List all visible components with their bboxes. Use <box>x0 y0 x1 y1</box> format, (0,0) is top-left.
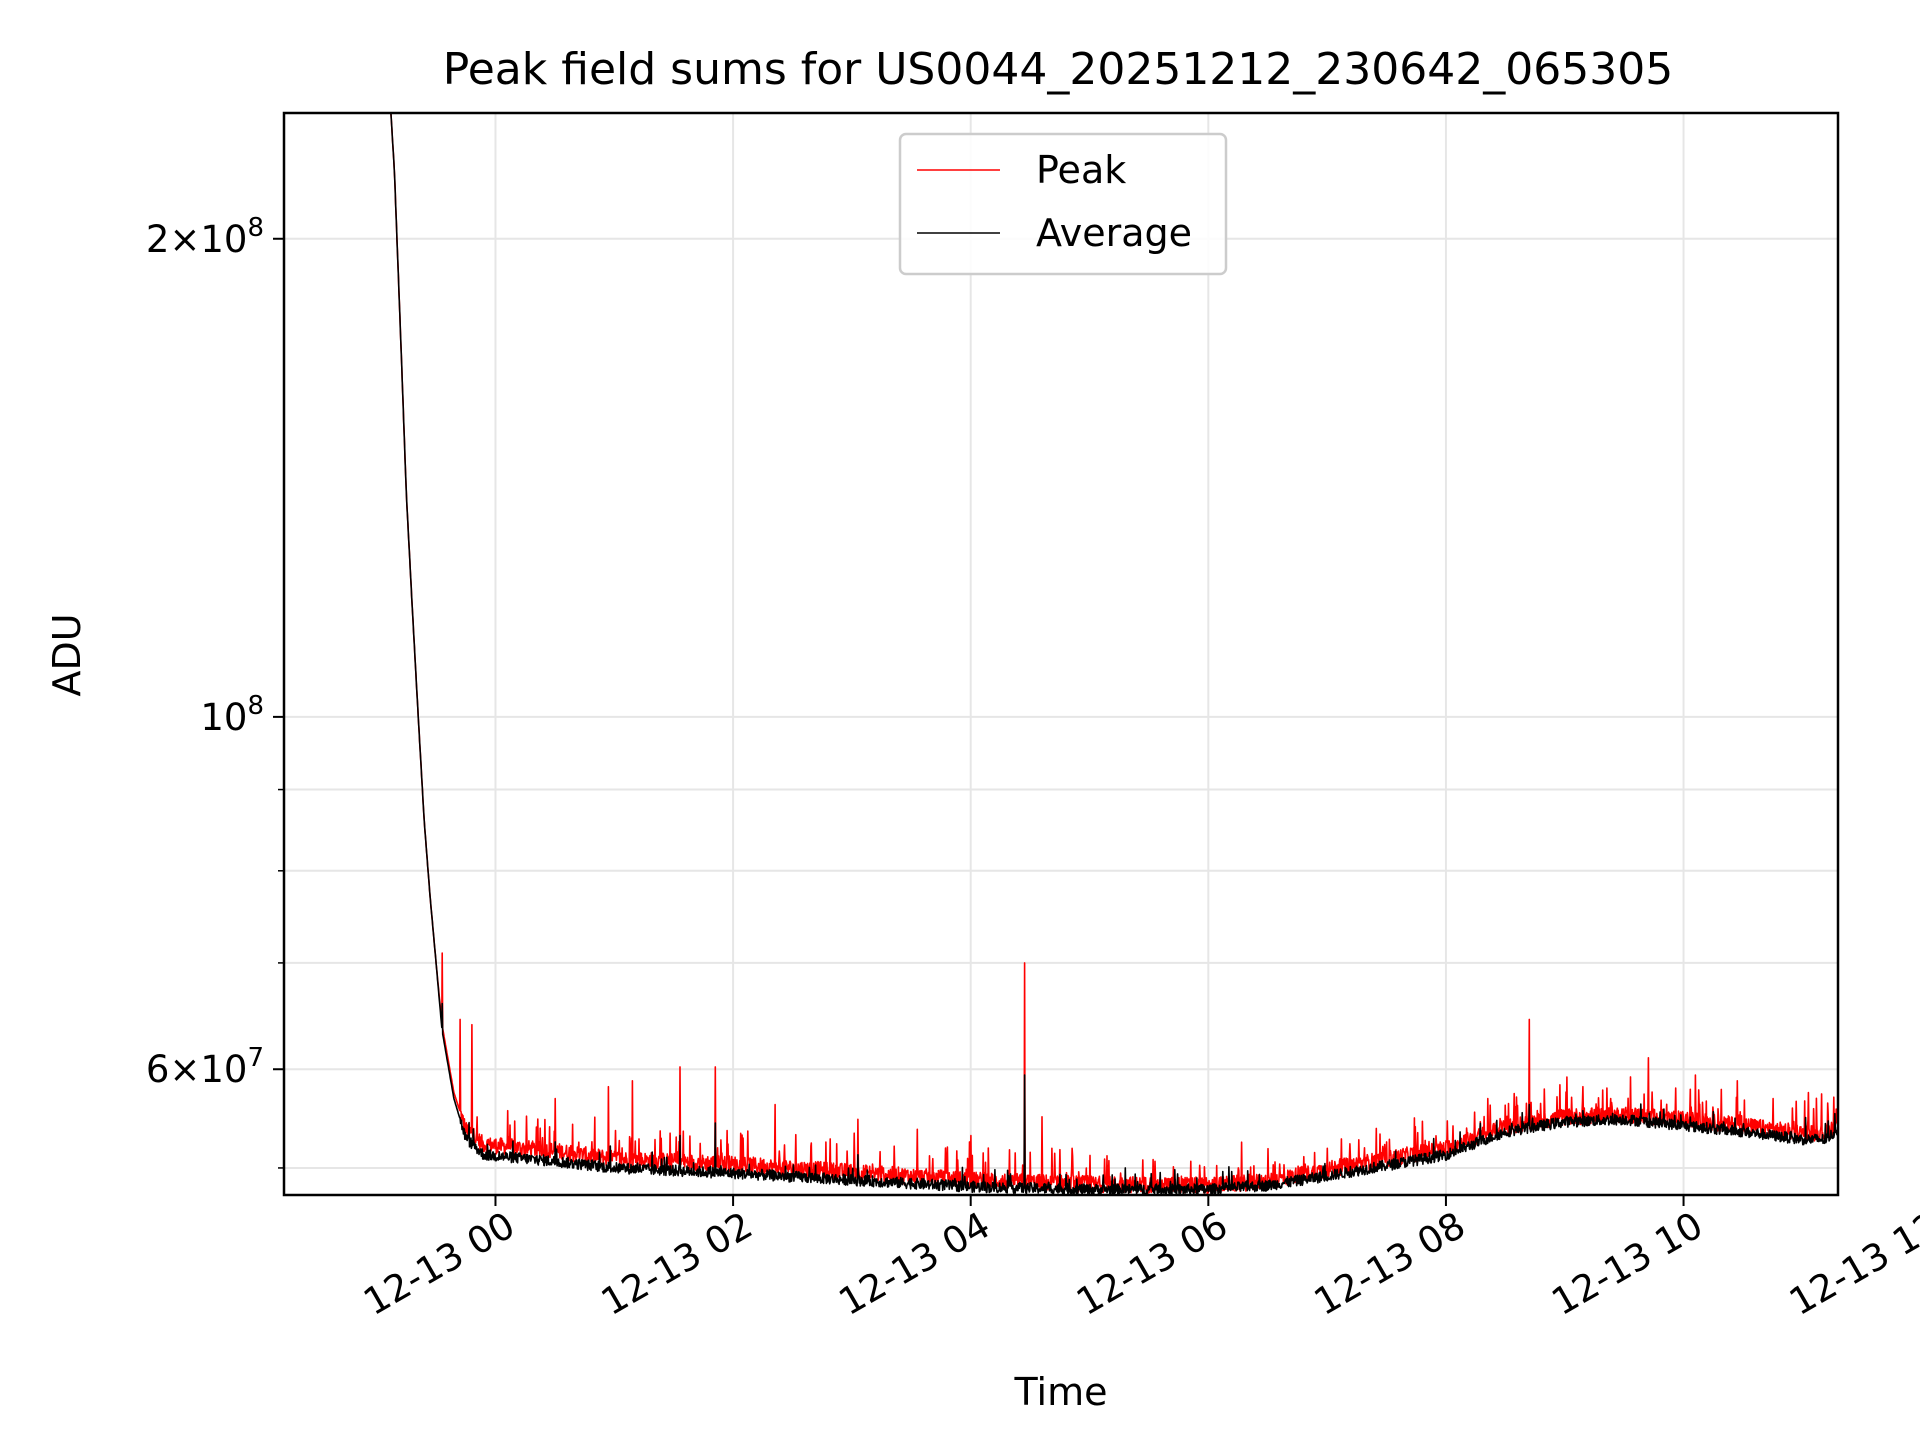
legend-peak-label: Peak <box>1036 148 1126 192</box>
x-axis-label: Time <box>1014 1370 1108 1414</box>
y-tick-label: 6×107 <box>146 1043 264 1091</box>
y-axis: 2×108 108 6×107 <box>146 213 284 1169</box>
legend: Peak Average <box>898 132 1228 276</box>
peak-series-line <box>390 113 1838 1195</box>
y-axis-label: ADU <box>45 613 89 696</box>
plot-area-frame <box>282 111 1840 1197</box>
average-series-line <box>390 113 1838 1195</box>
chart-title: Peak field sums for US0044_20251212_2306… <box>443 44 1673 95</box>
series-layer <box>390 113 1838 1195</box>
y-tick-label: 108 <box>200 691 264 739</box>
y-tick-label: 2×108 <box>146 213 264 261</box>
legend-average-label: Average <box>1036 211 1192 255</box>
legend-frame <box>898 132 1228 276</box>
